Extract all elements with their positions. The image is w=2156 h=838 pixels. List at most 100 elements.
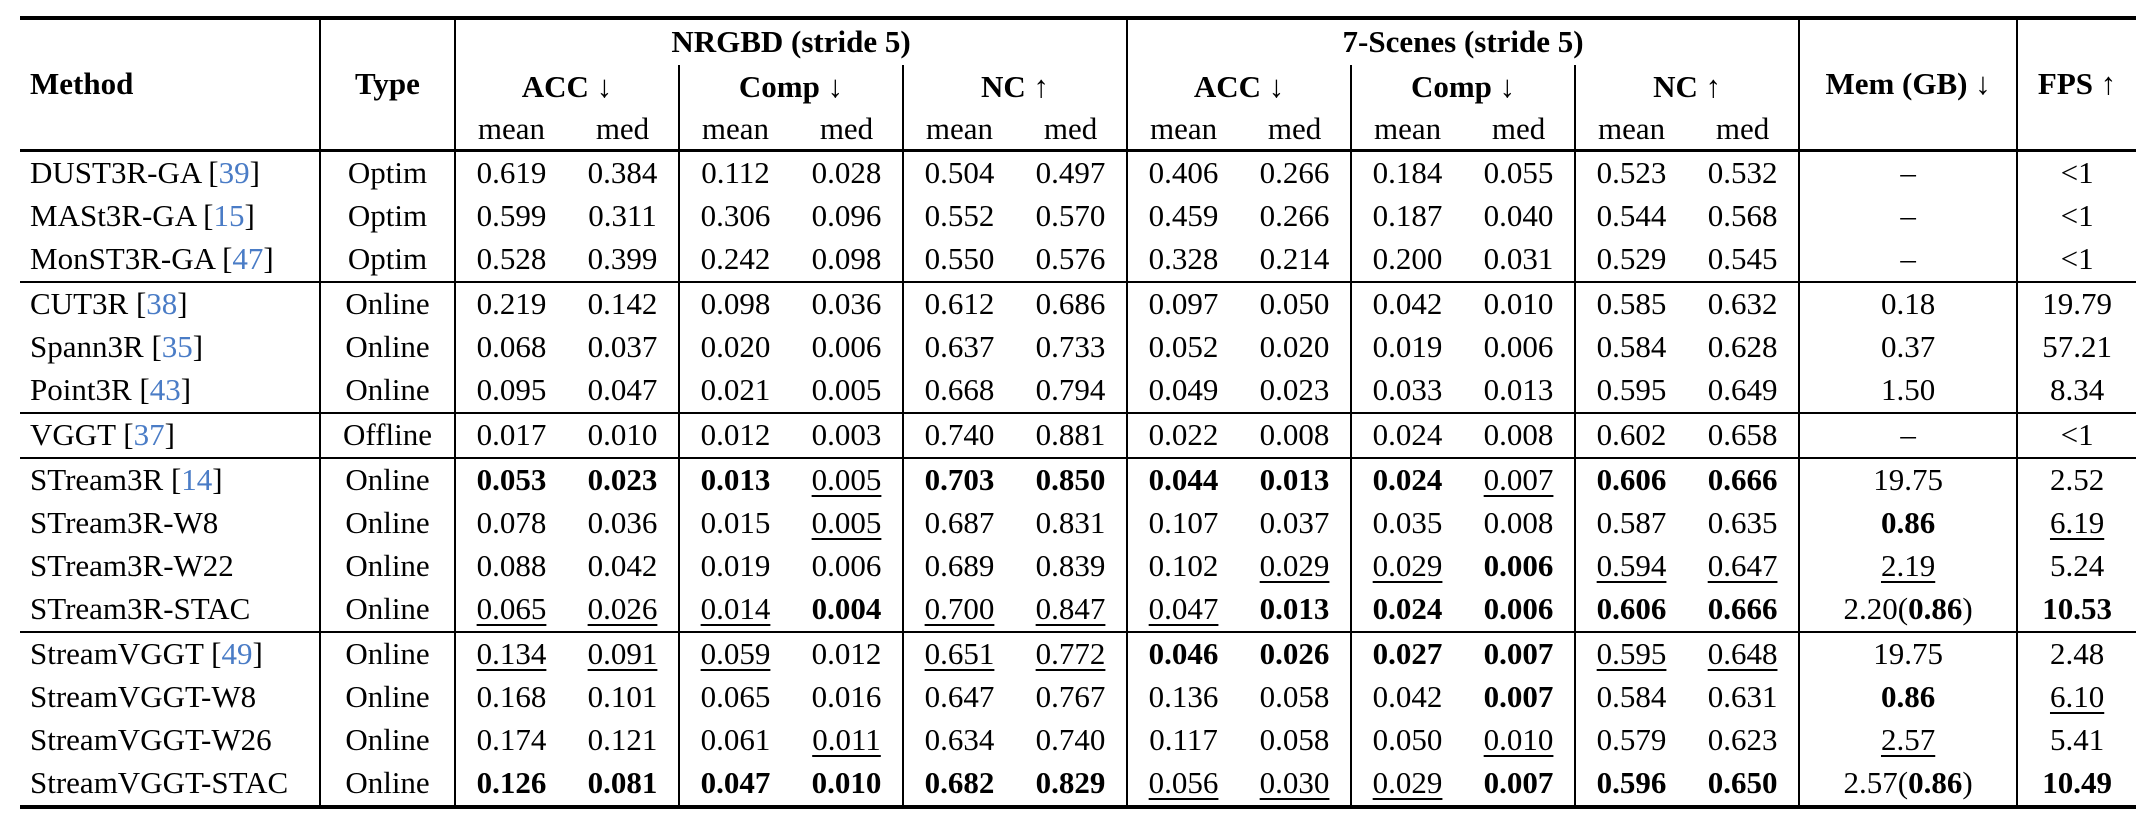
metric-cell: 0.142 bbox=[567, 282, 680, 326]
metric-cell: 0.634 bbox=[924, 722, 995, 758]
subheader-med: med bbox=[1015, 109, 1129, 151]
metric-cell: 0.831 bbox=[1015, 502, 1129, 545]
subheader-med: med bbox=[791, 109, 904, 151]
metric-cell: 0.047 bbox=[1148, 591, 1219, 627]
metric-cell: 0.008 bbox=[1239, 413, 1353, 458]
metric-cell: 0.647 bbox=[924, 679, 995, 715]
group-header-7scenes: 7-Scenes (stride 5) bbox=[1127, 18, 1801, 65]
metric-cell: 0.027 bbox=[1372, 636, 1443, 672]
metric-cell: 0.637 bbox=[924, 329, 995, 365]
metric-cell: 0.700 bbox=[924, 591, 995, 627]
row-group: StreamVGGT [49] Online 0.134 0.091 0.059 0.01… bbox=[20, 632, 2137, 807]
metric-cell: 0.007 bbox=[1463, 632, 1577, 676]
citation-link[interactable]: 38 bbox=[146, 286, 178, 322]
row-group: VGGT [37] Offline 0.017 0.010 0.012 0.003 0.74… bbox=[20, 413, 2137, 458]
metric-cell: 0.024 bbox=[1372, 417, 1443, 453]
mem-cell: 2.19 bbox=[1799, 545, 2019, 588]
metric-cell: 0.595 bbox=[1596, 372, 1667, 408]
method-cell: MASt3R-GA [15] bbox=[20, 195, 321, 238]
citation-link[interactable]: 47 bbox=[232, 241, 264, 277]
metric-cell: 0.014 bbox=[700, 591, 771, 627]
metric-cell: 0.011 bbox=[791, 719, 904, 762]
metric-cell: 0.013 bbox=[1463, 369, 1577, 413]
fps-cell: 10.53 bbox=[2042, 591, 2112, 627]
table-row: MonST3R-GA [47] Optim 0.528 0.399 0.242 0.098… bbox=[20, 238, 2136, 282]
metric-cell: 0.059 bbox=[700, 636, 771, 672]
subheader-mean: mean bbox=[1149, 110, 1218, 146]
metric-cell: 0.016 bbox=[791, 676, 904, 719]
metric-cell: 0.647 bbox=[1687, 545, 1801, 588]
col-header-fps: FPS ↑ bbox=[2016, 18, 2137, 151]
citation-link[interactable]: 14 bbox=[181, 462, 213, 498]
table-header: Method Type NRGBD (stride 5) 7-Scenes (s… bbox=[20, 18, 2137, 151]
citation-link[interactable]: 35 bbox=[161, 329, 193, 365]
metric-cell: 0.406 bbox=[1148, 155, 1219, 191]
metric-cell: 0.200 bbox=[1372, 241, 1443, 277]
citation-link[interactable]: 15 bbox=[213, 198, 245, 234]
metric-cell: 0.088 bbox=[476, 548, 547, 584]
metric-cell: 0.061 bbox=[700, 722, 771, 758]
metric-cell: 0.632 bbox=[1687, 282, 1801, 326]
table-row: StreamVGGT-W8 Online 0.168 0.101 0.065 0.016 0… bbox=[20, 676, 2136, 719]
metric-cell: 0.168 bbox=[476, 679, 547, 715]
method-cell: StreamVGGT [49] bbox=[20, 632, 321, 676]
table-row: StreamVGGT-W26 Online 0.174 0.121 0.061 0.011… bbox=[20, 719, 2136, 762]
fps-cell: <1 bbox=[2060, 241, 2094, 277]
method-cell: MonST3R-GA [47] bbox=[20, 238, 321, 282]
metric-cell: 0.136 bbox=[1148, 679, 1219, 715]
metric-cell: 0.174 bbox=[476, 722, 547, 758]
metric-cell: 0.497 bbox=[1015, 150, 1129, 195]
metric-cell: 0.101 bbox=[567, 676, 680, 719]
metric-cell: 0.587 bbox=[1596, 505, 1667, 541]
metric-cell: 0.881 bbox=[1015, 413, 1129, 458]
metric-cell: 0.311 bbox=[567, 195, 680, 238]
citation-link[interactable]: 43 bbox=[149, 372, 181, 408]
metric-cell: 0.012 bbox=[791, 632, 904, 676]
type-cell: Online bbox=[320, 762, 456, 807]
table-row: VGGT [37] Offline 0.017 0.010 0.012 0.003 0.74… bbox=[20, 413, 2136, 458]
metric-cell: 0.585 bbox=[1596, 286, 1667, 322]
metric-cell: 0.065 bbox=[700, 679, 771, 715]
metric-header-nc-7scenes: NC ↑ bbox=[1575, 65, 1801, 109]
metric-cell: 0.068 bbox=[476, 329, 547, 365]
citation-link[interactable]: 49 bbox=[221, 636, 253, 672]
table-row: CUT3R [38] Online 0.219 0.142 0.098 0.036 0.61… bbox=[20, 282, 2136, 326]
metric-cell: 0.545 bbox=[1687, 238, 1801, 282]
metric-cell: 0.102 bbox=[1148, 548, 1219, 584]
table-row: STream3R-STAC Online 0.065 0.026 0.014 0.004 0… bbox=[20, 588, 2136, 632]
metric-cell: 0.686 bbox=[1015, 282, 1129, 326]
metric-cell: 0.007 bbox=[1463, 676, 1577, 719]
metric-cell: 0.650 bbox=[1687, 762, 1801, 807]
fps-cell: 19.79 bbox=[2042, 286, 2112, 322]
type-cell: Online bbox=[320, 282, 456, 326]
type-cell: Online bbox=[320, 369, 456, 413]
citation-link[interactable]: 39 bbox=[218, 155, 250, 191]
metric-cell: 0.612 bbox=[924, 286, 995, 322]
metric-cell: 0.689 bbox=[924, 548, 995, 584]
metric-cell: 0.005 bbox=[791, 369, 904, 413]
fps-cell: 2.52 bbox=[2049, 462, 2105, 498]
type-cell: Offline bbox=[320, 413, 456, 458]
metric-cell: 0.036 bbox=[567, 502, 680, 545]
metric-header-acc-7scenes: ACC ↓ bbox=[1127, 65, 1353, 109]
fps-cell: <1 bbox=[2060, 198, 2094, 234]
metric-cell: 0.579 bbox=[1596, 722, 1667, 758]
metric-cell: 0.568 bbox=[1687, 195, 1801, 238]
metric-cell: 0.096 bbox=[791, 195, 904, 238]
metric-cell: 0.007 bbox=[1463, 762, 1577, 807]
metric-cell: 0.740 bbox=[924, 417, 995, 453]
metric-cell: 0.666 bbox=[1687, 458, 1801, 502]
citation-link[interactable]: 37 bbox=[133, 417, 165, 453]
col-header-mem: Mem (GB) ↓ bbox=[1798, 18, 2019, 151]
metric-cell: 0.042 bbox=[567, 545, 680, 588]
table-row: MASt3R-GA [15] Optim 0.599 0.311 0.306 0.096 0… bbox=[20, 195, 2136, 238]
metric-cell: 0.266 bbox=[1239, 150, 1353, 195]
metric-cell: 0.053 bbox=[476, 462, 547, 498]
metric-cell: 0.219 bbox=[476, 286, 547, 322]
metric-cell: 0.013 bbox=[700, 462, 771, 498]
metric-cell: 0.006 bbox=[1463, 545, 1577, 588]
fps-cell: 57.21 bbox=[2042, 329, 2112, 365]
metric-cell: 0.020 bbox=[1239, 326, 1353, 369]
metric-cell: 0.658 bbox=[1687, 413, 1801, 458]
metric-cell: 0.026 bbox=[567, 588, 680, 632]
